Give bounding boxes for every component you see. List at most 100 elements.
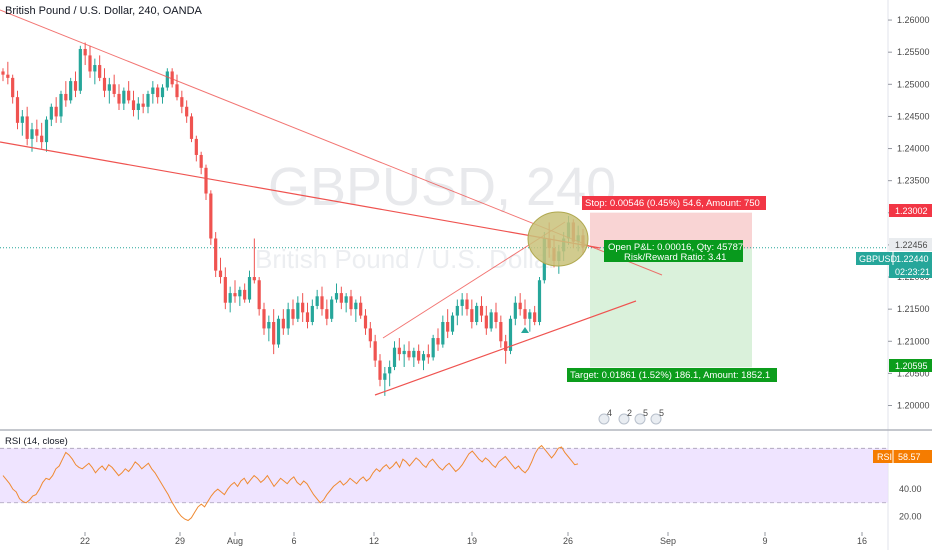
lower-support-line[interactable] (0, 141, 601, 249)
stop-price-tag-box (889, 204, 932, 217)
rsi-tag-box (873, 450, 932, 463)
breakout-highlight-circle[interactable] (527, 211, 589, 267)
candle-body (460, 299, 464, 306)
candle-body (141, 103, 145, 107)
price-tick-label: 1.26000 (897, 15, 930, 25)
candle-body (378, 360, 382, 380)
pnl-box[interactable] (604, 240, 743, 262)
candle-body (11, 77, 15, 98)
rsi-line (2, 444, 579, 522)
event-flag-icon[interactable] (650, 413, 662, 425)
candle-body (218, 270, 223, 278)
time-tick-label: Sep (660, 536, 676, 546)
candle-body (499, 322, 503, 342)
candle-body (238, 289, 242, 297)
candle-body (49, 106, 53, 120)
candle-body (20, 116, 24, 123)
candle-body (6, 74, 10, 78)
rsi-axis[interactable]: 40.00 20.00 (899, 484, 922, 521)
candle-body (170, 71, 174, 85)
candle-body (165, 71, 169, 88)
rsi-overbought-oversold-band (0, 448, 888, 503)
event-count: 5 (659, 408, 664, 418)
candle-body (421, 354, 426, 361)
candle-body (344, 296, 348, 303)
candle-body (373, 341, 377, 361)
candle-body (223, 277, 227, 303)
candle-body (25, 116, 29, 139)
candle-body (281, 318, 285, 329)
candle-body (470, 309, 474, 322)
time-tick-label: 26 (563, 536, 573, 546)
candle-body (83, 48, 87, 56)
event-count: 4 (607, 408, 612, 418)
candle-body (54, 106, 58, 117)
candle-body (412, 350, 416, 358)
target-label-box[interactable] (567, 368, 777, 382)
economic-events-group[interactable]: 4 2 5 5 (598, 408, 664, 425)
time-tick-label: 9 (762, 536, 767, 546)
risk-reward-label: Risk/Reward Ratio: 3.41 (624, 252, 726, 263)
candle-body (320, 296, 324, 310)
candle-body (122, 90, 126, 104)
candle-body (98, 65, 102, 78)
candle-body (180, 97, 184, 107)
candle-body (489, 312, 493, 329)
candle-body (146, 93, 150, 107)
price-tick-label: 1.21000 (897, 336, 930, 346)
take-profit-zone[interactable] (590, 248, 752, 368)
candle-body (533, 312, 537, 322)
rsi-title: RSI (14, close) (5, 436, 68, 447)
target-price-tag-box (889, 359, 932, 372)
candle-body (484, 315, 488, 329)
time-tick-label: Aug (227, 536, 243, 546)
candle-body (160, 87, 165, 98)
candle-body (349, 296, 353, 310)
candle-body (252, 277, 256, 281)
candle-body (136, 103, 140, 110)
candle-body (363, 315, 368, 329)
candle-body (436, 338, 440, 345)
candle-body (291, 309, 295, 319)
candle-body (69, 81, 73, 101)
candle-body (402, 350, 406, 355)
candle-body (286, 309, 290, 329)
candle-body (112, 84, 116, 94)
price-tick-label: 1.25000 (897, 79, 930, 89)
candle-body (528, 312, 532, 319)
event-flag-icon[interactable] (598, 413, 610, 425)
candle-body (64, 93, 68, 101)
watermark-name: British Pound / U.S. Dollar (255, 244, 557, 274)
price-tick-label: 1.25500 (897, 47, 930, 57)
event-count: 5 (643, 408, 648, 418)
candle-body (417, 350, 421, 361)
candle-body (88, 55, 92, 72)
stop-label-box[interactable] (582, 196, 766, 210)
event-count: 2 (627, 408, 632, 418)
candle-body (214, 238, 218, 271)
time-tick-label: 19 (467, 536, 477, 546)
candle-body (93, 65, 97, 72)
candle-body (272, 322, 276, 345)
candle-body (383, 373, 387, 380)
candle-body (262, 309, 266, 329)
candle-body (334, 293, 339, 300)
candle-body (243, 289, 247, 300)
rising-wedge-lower-line[interactable] (374, 300, 637, 396)
candle-body (296, 302, 300, 319)
candle-body (330, 299, 334, 319)
candle-body (117, 93, 121, 104)
candle-body (523, 309, 527, 319)
candle-body (35, 129, 39, 136)
event-flag-icon[interactable] (634, 413, 646, 425)
target-label: Target: 0.01861 (1.52%) 186.1, Amount: 1… (570, 370, 770, 381)
countdown-tag: 02:23:21 (895, 267, 930, 277)
candle-body (494, 312, 498, 322)
time-axis[interactable]: 22 29 Aug 6 12 19 26 Sep 9 16 (80, 532, 867, 546)
candle-body (30, 129, 34, 139)
candle-body (388, 366, 392, 374)
event-flag-icon[interactable] (618, 413, 630, 425)
rsi-tag-label: RSI (877, 452, 892, 462)
time-tick-label: 12 (369, 536, 379, 546)
